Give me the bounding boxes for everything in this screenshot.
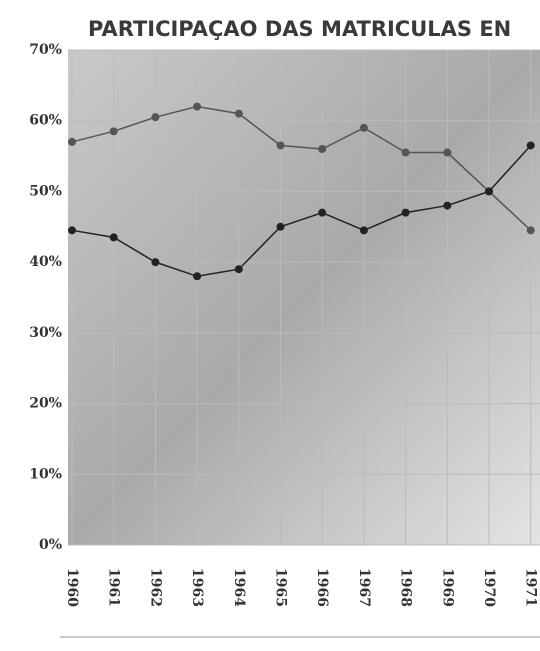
series-point — [443, 202, 451, 210]
series-point — [277, 223, 285, 231]
series-point — [318, 145, 326, 153]
x-tick-label: 1960 — [64, 568, 80, 607]
series-point — [277, 141, 285, 149]
series-point — [485, 187, 493, 195]
y-tick-label: 20% — [29, 396, 62, 412]
series-point — [527, 226, 535, 234]
series-point — [110, 233, 118, 241]
x-tick-label: 1961 — [106, 568, 122, 607]
x-tick-label: 1962 — [147, 568, 163, 607]
series-point — [68, 138, 76, 146]
x-tick-label: 1969 — [439, 568, 455, 607]
x-tick-label: 1964 — [231, 568, 247, 607]
y-tick-label: 60% — [29, 113, 62, 129]
series-point — [443, 149, 451, 157]
series-point — [151, 113, 159, 121]
y-tick-label: 40% — [29, 254, 62, 270]
chart-title: PARTICIPAÇAO DAS MATRICULAS EN — [88, 17, 511, 41]
page: {"chart_data": {"type": "line", "title":… — [0, 0, 540, 651]
series-point — [235, 265, 243, 273]
series-point — [318, 209, 326, 217]
series-point — [402, 149, 410, 157]
series-point — [193, 103, 201, 111]
x-tick-label: 1970 — [481, 568, 497, 607]
x-tick-label: 1965 — [273, 568, 289, 607]
series-point — [360, 124, 368, 132]
y-tick-label: 10% — [29, 466, 62, 482]
series-point — [68, 226, 76, 234]
chart: PARTICIPAÇAO DAS MATRICULAS EN 0% 10% 20% 3… — [0, 0, 540, 651]
y-tick-label: 0% — [39, 537, 62, 553]
y-tick-label: 70% — [29, 42, 62, 58]
y-tick-label: 50% — [29, 183, 62, 199]
plot-background — [68, 50, 540, 545]
y-tick-label: 30% — [29, 325, 62, 341]
x-tick-label: 1971 — [523, 568, 539, 607]
x-tick-label: 1963 — [189, 568, 205, 607]
series-point — [235, 110, 243, 118]
series-point — [193, 272, 201, 280]
x-tick-label: 1966 — [314, 568, 330, 607]
series-point — [527, 141, 535, 149]
series-point — [402, 209, 410, 217]
series-point — [110, 127, 118, 135]
series-point — [360, 226, 368, 234]
x-tick-label: 1967 — [356, 568, 372, 607]
series-point — [151, 258, 159, 266]
x-tick-label: 1968 — [398, 568, 414, 607]
